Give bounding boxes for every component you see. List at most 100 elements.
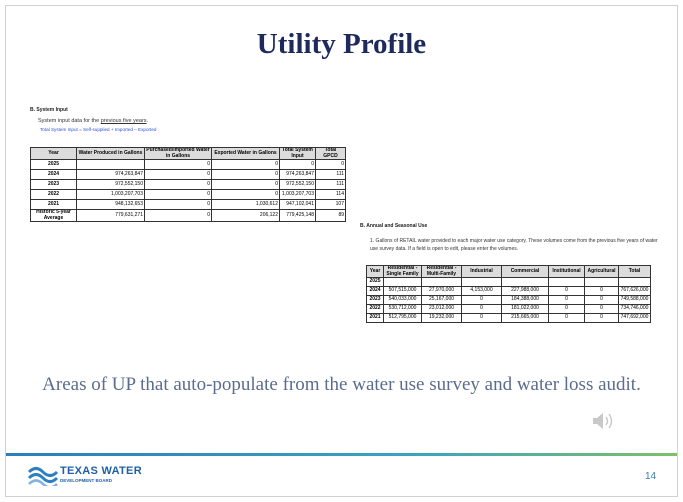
table-cell: 4,153,000 xyxy=(461,286,502,296)
table-cell xyxy=(618,277,651,287)
table-row: 2025 xyxy=(366,277,651,287)
table-cell: 0 xyxy=(144,199,212,210)
column-header: Agricultural xyxy=(584,265,619,278)
table-cell: 0 xyxy=(315,159,346,170)
table-cell: 540,033,000 xyxy=(383,295,422,305)
formula: Total System Input = Self-supplied + Imp… xyxy=(40,127,157,132)
table-cell: 0 xyxy=(144,159,212,170)
header-row: Year Water Produced in Gallons Purchased/I… xyxy=(30,147,346,160)
column-header: Purchased/Imported Water in Gallons xyxy=(144,147,212,160)
table-cell: 734,746,000 xyxy=(618,304,651,314)
slide-frame xyxy=(5,5,678,497)
table-row: Historic 5-year Average 779,631,271 0 206,1… xyxy=(30,209,346,222)
table-cell: 227,988,000 xyxy=(501,286,549,296)
row-label: 2024 xyxy=(366,286,384,296)
column-header: Total GPCD xyxy=(315,147,346,160)
intro-text: . xyxy=(146,118,149,124)
table-cell: 767,626,000 xyxy=(618,286,651,296)
speaker-icon[interactable] xyxy=(590,410,616,432)
logo-name: TEXAS WATER xyxy=(60,465,142,477)
intro-emphasis: previous five years xyxy=(100,118,147,124)
table-cell: 1,030,612 xyxy=(211,199,280,210)
table-cell: 0 xyxy=(144,169,212,180)
row-label: 2023 xyxy=(30,179,77,190)
logo-subtitle: DEVELOPMENT BOARD xyxy=(60,478,113,483)
table-cell: 0 xyxy=(584,295,619,305)
instruction: 1. Gallons of RETAIL water provided to e… xyxy=(370,238,658,252)
annual-use-table: Year Residential - Single Family Residenti… xyxy=(366,265,651,323)
table-cell: 206,122 xyxy=(211,209,280,222)
section-heading: B. System Input xyxy=(30,107,68,113)
table-cell: 974,263,847 xyxy=(76,169,145,180)
table-row: 2023 972,552,150 0 0 972,552,150 111 xyxy=(30,179,346,190)
table-row: 2022 1,003,207,703 0 0 1,003,207,703 114 xyxy=(30,189,346,200)
row-label: 2023 xyxy=(366,295,384,305)
table-cell: 27,970,000 xyxy=(421,286,462,296)
table-cell: 89 xyxy=(315,209,346,222)
table-cell: 0 xyxy=(548,286,585,296)
row-label: 2021 xyxy=(366,313,384,323)
table-cell: 0 xyxy=(211,189,280,200)
table-cell: 779,631,271 xyxy=(76,209,145,222)
table-row: 2021 512,795,000 19,232,000 0 215,665,000 0 0 7… xyxy=(366,313,651,323)
table-cell: 0 xyxy=(548,313,585,323)
table-cell: 114 xyxy=(315,189,346,200)
table-cell: 747,692,000 xyxy=(618,313,651,323)
table-cell xyxy=(421,277,462,287)
table-cell: 749,588,000 xyxy=(618,295,651,305)
table-cell: 779,425,148 xyxy=(279,209,316,222)
table-cell xyxy=(383,277,422,287)
row-label: 2022 xyxy=(366,304,384,314)
table-cell: 0 xyxy=(279,159,316,170)
page-number: 14 xyxy=(645,471,657,482)
table-cell: 0 xyxy=(584,304,619,314)
table-cell: 530,712,000 xyxy=(383,304,422,314)
table-cell: 0 xyxy=(211,169,280,180)
table-row: 2024 974,263,847 0 0 974,263,847 111 xyxy=(30,169,346,180)
table-cell: 1,003,207,703 xyxy=(279,189,316,200)
table-cell: 0 xyxy=(548,295,585,305)
column-header: Year xyxy=(30,147,77,160)
intro: System input data for the previous five … xyxy=(38,117,148,125)
table-cell: 507,515,000 xyxy=(383,286,422,296)
row-label: Historic 5-year Average xyxy=(30,209,77,222)
table-cell: 0 xyxy=(461,313,502,323)
table-cell: 0 xyxy=(548,304,585,314)
column-header: Total xyxy=(618,265,651,278)
table-cell: 23,012,000 xyxy=(421,304,462,314)
table-row: 2023 540,033,000 25,167,000 0 184,388,000 0 0 7… xyxy=(366,295,651,305)
table-cell: 181,022,000 xyxy=(501,304,549,314)
table-cell xyxy=(461,277,502,287)
table-cell: 19,232,000 xyxy=(421,313,462,323)
table-cell: 0 xyxy=(584,286,619,296)
row-label: 2025 xyxy=(366,277,384,287)
section-heading: B. Annual and Seasonal Use xyxy=(360,223,428,229)
table-cell: 972,552,150 xyxy=(279,179,316,190)
table-cell: 184,388,000 xyxy=(501,295,549,305)
logo-waves xyxy=(28,467,58,486)
column-header: Total System Input xyxy=(279,147,316,160)
row-label: 2024 xyxy=(30,169,77,180)
table-cell: 111 xyxy=(315,169,346,180)
table-cell: 0 xyxy=(461,295,502,305)
caption: Areas of UP that auto-populate from the … xyxy=(42,374,641,395)
table-cell: 0 xyxy=(144,209,212,222)
table-cell: 512,795,000 xyxy=(383,313,422,323)
table-cell: 0 xyxy=(211,179,280,190)
column-header: Year xyxy=(366,265,384,278)
table-cell xyxy=(584,277,619,287)
slide-title: Utility Profile xyxy=(256,28,427,60)
table-cell: 215,665,000 xyxy=(501,313,549,323)
table-cell: 111 xyxy=(315,179,346,190)
table-row: 2021 948,132,653 0 1,030,612 947,102,041 107 xyxy=(30,199,346,210)
row-label: 2021 xyxy=(30,199,77,210)
table-row: 2024 507,515,000 27,970,000 4,153,000 227,98… xyxy=(366,286,651,296)
table-cell: 107 xyxy=(315,199,346,210)
column-header: Residential - Single Family xyxy=(383,265,422,278)
header-row: Year Residential - Single Family Residenti… xyxy=(366,265,651,278)
table-cell: 974,263,847 xyxy=(279,169,316,180)
column-header: Residential - Multi-Family xyxy=(421,265,462,278)
row-label: 2025 xyxy=(30,159,77,170)
system-input-table: Year Water Produced in Gallons Purchased/I… xyxy=(30,147,346,222)
